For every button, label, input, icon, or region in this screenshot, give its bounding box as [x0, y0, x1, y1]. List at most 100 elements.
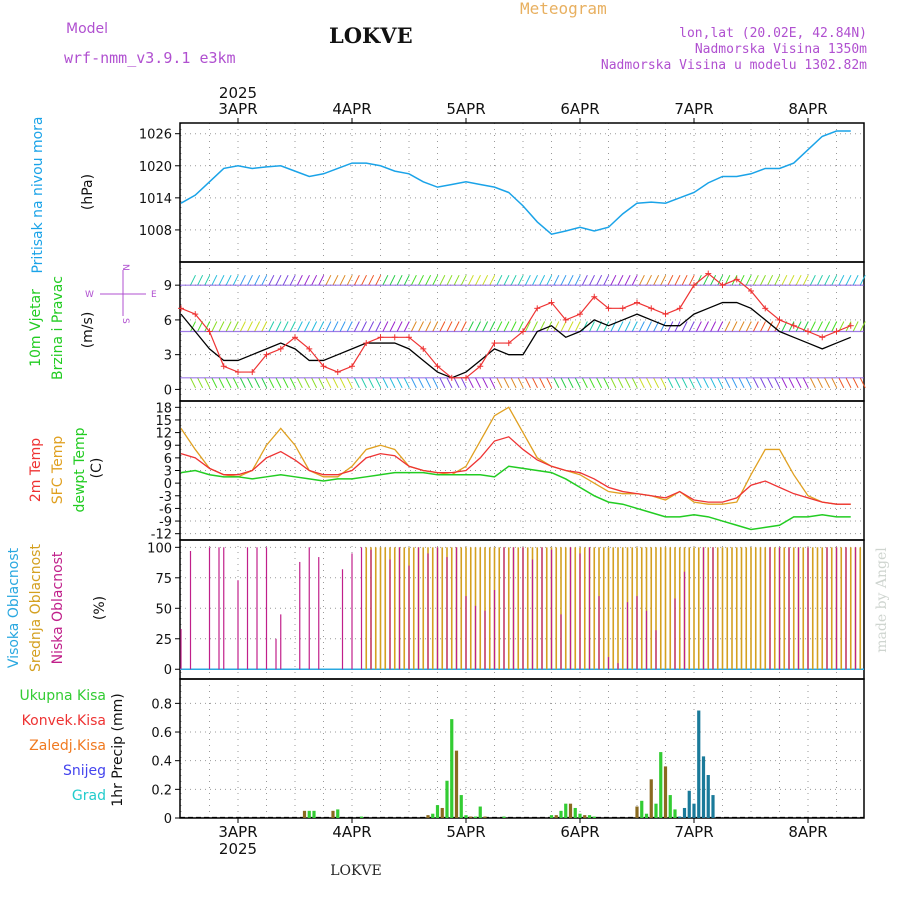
wind-barb: [688, 274, 695, 286]
footer-station: LOKVE: [330, 863, 382, 879]
wind-barb: [296, 377, 303, 389]
wind-barb: [617, 377, 624, 389]
precip-bar: [473, 816, 478, 818]
wind-barb: [339, 321, 346, 332]
bottom-date-label: 3APR: [218, 823, 257, 841]
wind-barb: [524, 377, 531, 389]
pressure-ytick-label: 1020: [139, 160, 172, 175]
wind-barb: [624, 377, 631, 389]
precip-bar: [663, 766, 668, 818]
pressure-unit: (hPa): [80, 174, 96, 210]
wind-barb: [403, 274, 410, 286]
wind-barb: [624, 321, 631, 332]
wind-barb: [852, 321, 859, 332]
wind-barb: [289, 274, 296, 286]
precip-bar: [502, 816, 506, 818]
wind-barb: [795, 321, 802, 332]
wind-barb: [254, 274, 261, 286]
wind-barb: [439, 274, 446, 286]
wind-barb: [318, 321, 325, 332]
wind-barb: [817, 321, 823, 332]
model-name: wrf-nmm_v3.9.1 e3km: [64, 49, 236, 67]
wind-barb: [688, 377, 695, 389]
wind-barb: [482, 274, 489, 286]
wind-barb: [859, 274, 866, 286]
sfc-temp-label: SFC Temp: [50, 436, 66, 505]
wind-barb: [653, 274, 660, 286]
mid-cloud-label: Srednja Oblacnost: [28, 544, 44, 672]
wind-barb: [617, 321, 624, 332]
wind-barb: [261, 321, 268, 332]
wind-barb: [275, 377, 282, 389]
wind-barb: [211, 377, 218, 389]
wind-barb: [631, 377, 638, 389]
wind-ytick-label: 0: [164, 383, 172, 398]
wind-barb: [268, 377, 275, 389]
legend-hail: Grad: [72, 788, 106, 804]
wind-barb: [752, 321, 759, 332]
wind-barb: [795, 377, 802, 389]
wind-barb: [845, 377, 852, 389]
coords-label: lon,lat (20.02E, 42.84N): [679, 26, 867, 41]
wind-barb: [425, 321, 432, 332]
precip-bar: [649, 779, 653, 818]
wind-barb: [282, 274, 289, 286]
precip-bar: [668, 795, 672, 818]
pressure-frame: [179, 122, 865, 263]
wind-barb: [517, 274, 524, 286]
wind-barb: [852, 377, 859, 389]
wind-barb: [546, 377, 553, 389]
wind-barb: [446, 377, 453, 389]
wind-barb: [197, 377, 204, 389]
wind-barb: [282, 321, 289, 332]
precip-bar: [359, 816, 364, 818]
top-date-label: 6APR: [560, 100, 599, 118]
wind-barb: [503, 321, 510, 332]
wind-barb: [211, 321, 218, 332]
wind-barb: [403, 321, 410, 332]
wind-barb: [289, 321, 296, 332]
wind-barb: [439, 377, 446, 389]
wind-barb: [560, 377, 567, 389]
clouds-panel: 0 25 50 75 100: [147, 539, 865, 680]
wind-barb: [361, 321, 367, 332]
wind-barb: [239, 321, 246, 332]
temperature-ytick-label: 6: [164, 452, 172, 467]
wind-barb: [239, 274, 246, 286]
precip-bar: [654, 803, 658, 818]
precip-bar: [559, 810, 563, 818]
wind-barb: [232, 321, 239, 332]
wind-barb: [339, 274, 346, 286]
panels: 10081014102010260369-12-9-6-303691215180…: [139, 122, 866, 827]
wind-barb: [325, 377, 332, 389]
precip-bar: [644, 813, 649, 818]
wind-barb: [824, 377, 831, 389]
wind-barb: [781, 274, 788, 286]
wind-barb: [638, 321, 645, 332]
precip-bar: [464, 815, 468, 818]
wind-barb: [838, 274, 845, 286]
wind-barb: [646, 377, 652, 389]
wind-barb: [703, 377, 709, 389]
wind-gust-line: [180, 272, 851, 379]
wind-barb: [389, 274, 396, 286]
wind-barb: [760, 321, 766, 332]
precip-bar: [640, 800, 644, 818]
wind-barb: [638, 377, 645, 389]
bottom-year-label: 2025: [219, 840, 257, 858]
wind-barb: [589, 321, 595, 332]
wind-barb: [460, 377, 467, 389]
wind-barb: [517, 377, 524, 389]
top-date-label: 4APR: [332, 100, 371, 118]
bottom-date-label: 8APR: [788, 823, 827, 841]
wind-barb: [767, 321, 774, 332]
wind-barb: [688, 321, 695, 332]
wind-barb: [247, 321, 253, 332]
clouds-frame: [179, 539, 865, 680]
wind-barb: [667, 321, 674, 332]
precip-bar: [687, 790, 691, 818]
watermark: made by Angel: [874, 547, 890, 653]
wind-barb: [232, 377, 239, 389]
precip-bar: [549, 815, 554, 818]
